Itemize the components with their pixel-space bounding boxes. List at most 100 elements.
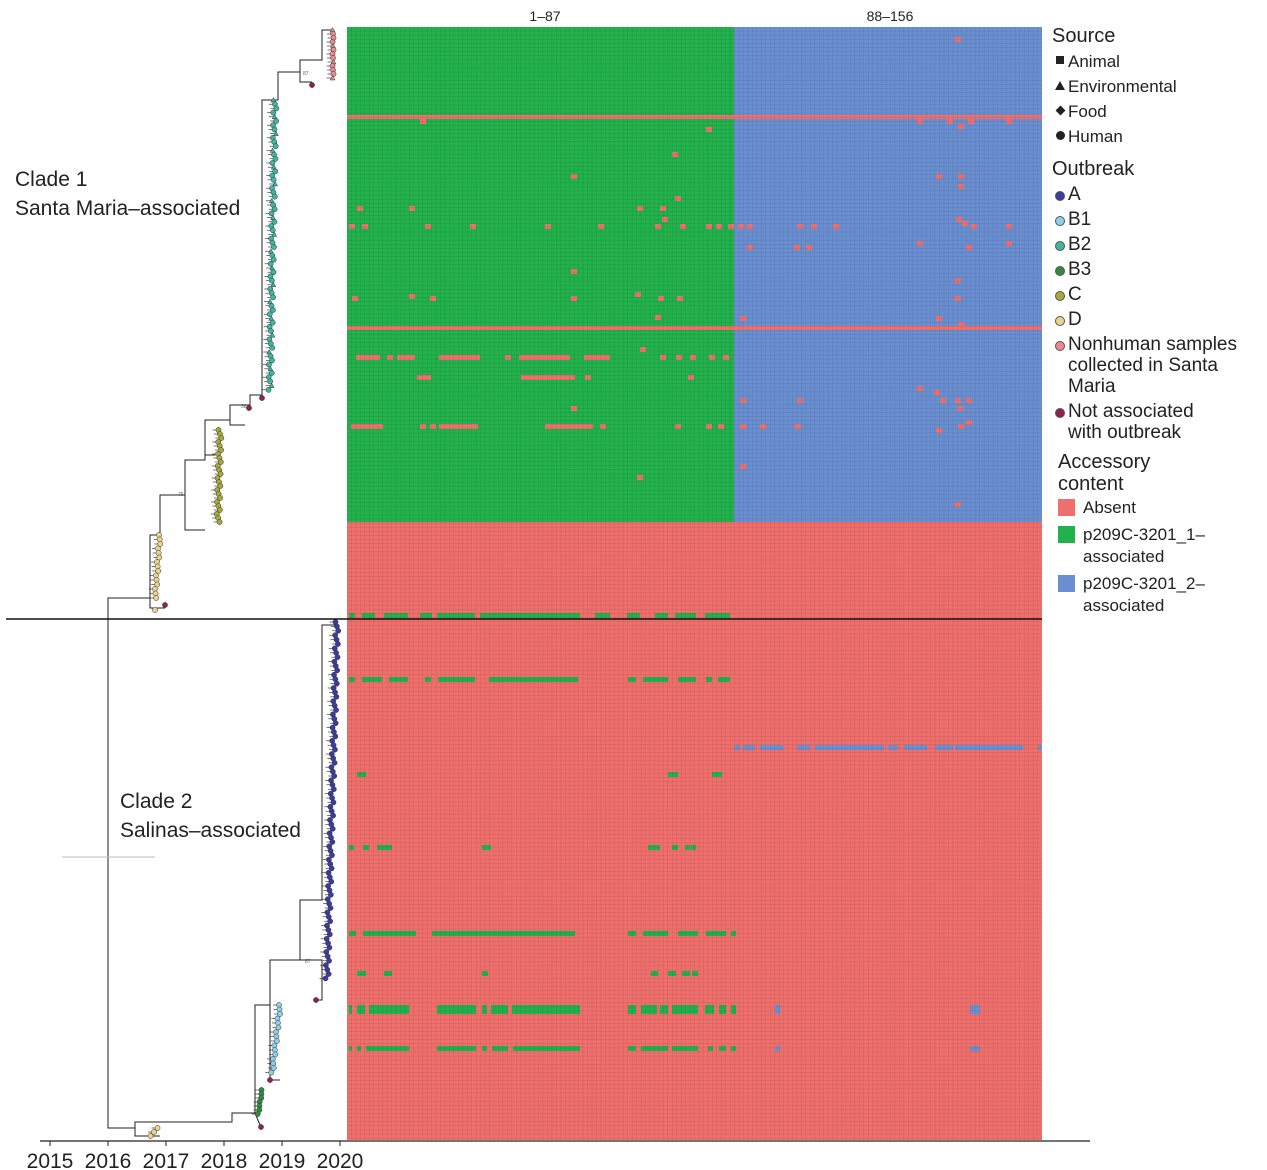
heatmap-cell: [377, 845, 392, 850]
axis-tick-label: 2020: [317, 1150, 364, 1170]
tree-tip: [259, 395, 265, 401]
outbreak-dot-icon: [1055, 191, 1065, 201]
heatmap-cell: [512, 1005, 580, 1014]
tree-tip: [335, 641, 341, 647]
heatmap-cell: [425, 224, 431, 229]
heatmap-cell: [797, 224, 803, 229]
heatmap-cell: [369, 1005, 409, 1014]
tree-tip: [272, 1051, 279, 1058]
heatmap-cell: [936, 174, 942, 179]
legend-outbreak-b1: B1: [1052, 209, 1264, 230]
tree-tip: [328, 865, 335, 872]
legend-outbreak-b3: B3: [1052, 259, 1264, 280]
bootstrap-label: 87: [303, 71, 309, 77]
heatmap-cell: [811, 224, 817, 229]
tree-tip: [268, 328, 274, 334]
bootstrap-label: 87: [305, 959, 311, 965]
legend-source-human: Human: [1052, 126, 1264, 147]
heatmap-cell: [955, 502, 961, 507]
heatmap-cell: [362, 677, 382, 682]
heatmap-cell: [482, 971, 488, 976]
heatmap-cell: [760, 424, 766, 429]
tree-tip: [152, 607, 158, 613]
outbreak-dot-icon: [1055, 316, 1065, 326]
tree-branch: [134, 1112, 255, 1128]
heatmap-cell: [595, 613, 610, 618]
heatmap-cell: [935, 745, 953, 750]
legend-outbreak-label: Nonhuman samples collected in Santa Mari…: [1068, 334, 1237, 397]
tree-tip: [330, 55, 336, 61]
tree-tip: [331, 773, 338, 779]
axis-tick-label: 2019: [259, 1150, 306, 1170]
heatmap-cell: [833, 224, 839, 229]
heatmap-cell: [437, 1046, 476, 1051]
bootstrap-label: 75: [178, 492, 184, 498]
legend-source-label: Environmental: [1068, 77, 1177, 96]
heatmap-cell: [363, 845, 369, 850]
tree-tip: [269, 344, 276, 351]
heatmap-cell: [658, 296, 664, 301]
tree-tip: [271, 206, 278, 213]
heatmap-cell: [738, 224, 744, 229]
legend-accessory-title: Accessory content: [1058, 451, 1151, 495]
heatmap-cell: [349, 1005, 352, 1014]
block-p2-clade1: [734, 27, 1042, 522]
heatmap-cell: [675, 196, 681, 201]
tree-tip: [327, 918, 333, 925]
axis-tick-label: 2017: [143, 1150, 190, 1170]
circle-icon: [1055, 131, 1065, 140]
heatmap-cell: [600, 424, 606, 429]
heatmap-cell: [740, 464, 746, 469]
heatmap-cell: [655, 315, 661, 320]
heatmap-cell: [917, 119, 923, 124]
heatmap-cell: [955, 745, 1023, 750]
tree-tip: [270, 307, 276, 313]
heatmap-cell: [384, 613, 408, 618]
heatmap-cell: [660, 355, 666, 360]
tree-tip: [218, 435, 225, 441]
heatmap-cell: [351, 424, 380, 429]
tree-tip: [330, 812, 336, 819]
heatmap-cell: [545, 424, 590, 429]
heatmap-cell: [740, 424, 746, 429]
legend-outbreak-label: Not associated with outbreak: [1068, 401, 1194, 443]
heatmap-cell: [760, 745, 783, 750]
heatmap-cell: [362, 613, 375, 618]
tree-tip: [330, 799, 337, 806]
heatmap-cell: [966, 398, 972, 403]
heatmap-cell: [643, 931, 668, 936]
tree-tip: [269, 357, 275, 364]
heatmap-cell: [958, 124, 964, 129]
heatmap-cell: [690, 355, 696, 360]
heatmap-cell: [643, 677, 668, 682]
heatmap-cell: [571, 406, 577, 411]
tree-tip: [272, 143, 279, 150]
heatmap-cell: [672, 152, 678, 157]
tree-tip: [217, 459, 224, 465]
heatmap-cell: [672, 845, 678, 850]
tree-tip: [326, 944, 333, 951]
legend-outbreak-label: A: [1068, 184, 1081, 205]
heatmap-cell: [706, 931, 726, 936]
tree-tip: [334, 654, 341, 661]
heatmap-cell: [955, 398, 961, 403]
outbreak-dot-icon: [1055, 408, 1065, 418]
heatmap-cell: [519, 355, 570, 360]
tree-tip: [331, 759, 338, 766]
heatmap-cell: [389, 677, 408, 682]
legend-accessory-label: p209C-3201_1–associated: [1083, 525, 1205, 566]
tree-tip: [273, 118, 279, 124]
outbreak-dot-icon: [1055, 341, 1065, 351]
heatmap-cell: [747, 245, 753, 250]
outbreak-dot-icon: [1055, 241, 1065, 251]
legend-outbreak-d: D: [1052, 309, 1264, 330]
legend-source-label: Food: [1068, 102, 1107, 121]
heatmap-cell: [357, 1046, 361, 1051]
heatmap-cell: [420, 119, 426, 124]
heatmap-cell: [1006, 224, 1012, 229]
tree-tip: [325, 971, 332, 977]
tree-tip: [218, 447, 224, 453]
time-axis: 2015 2016 2017 2018 2019 2020: [27, 1140, 1090, 1170]
heatmap-cell: [709, 355, 715, 360]
heatmap-cell: [420, 613, 432, 618]
